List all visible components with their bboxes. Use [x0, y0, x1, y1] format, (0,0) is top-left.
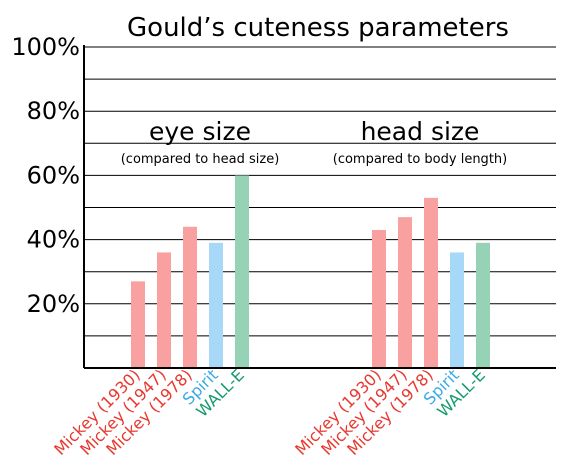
category-labels: Mickey (1930)Mickey (1947)Mickey (1978)S…: [50, 365, 489, 459]
bar: [131, 281, 145, 368]
bar: [424, 197, 438, 368]
y-tick-label: 20%: [27, 290, 80, 318]
chart-title: Gould’s cuteness parameters: [127, 13, 509, 43]
y-tick-label: 40%: [27, 226, 80, 254]
group-titles: eye size (compared to head size) head size…: [121, 117, 508, 167]
y-tick-label: 60%: [27, 161, 80, 189]
bars: [131, 175, 490, 368]
bar: [157, 252, 171, 368]
y-tick-label: 80%: [27, 97, 80, 125]
bar: [398, 217, 412, 368]
bar: [372, 229, 386, 368]
group-title: eye size: [149, 117, 251, 146]
group-title: head size: [361, 117, 480, 146]
group-subtitle: (compared to body length): [333, 152, 507, 167]
y-tick-label: 100%: [11, 33, 80, 61]
bar: [476, 242, 490, 368]
bar: [183, 226, 197, 368]
bar: [209, 242, 223, 368]
bar: [235, 175, 249, 368]
y-axis-tick-labels: 20% 40% 60% 80% 100%: [11, 33, 80, 318]
bar: [450, 252, 464, 368]
group-subtitle: (compared to head size): [121, 152, 280, 167]
